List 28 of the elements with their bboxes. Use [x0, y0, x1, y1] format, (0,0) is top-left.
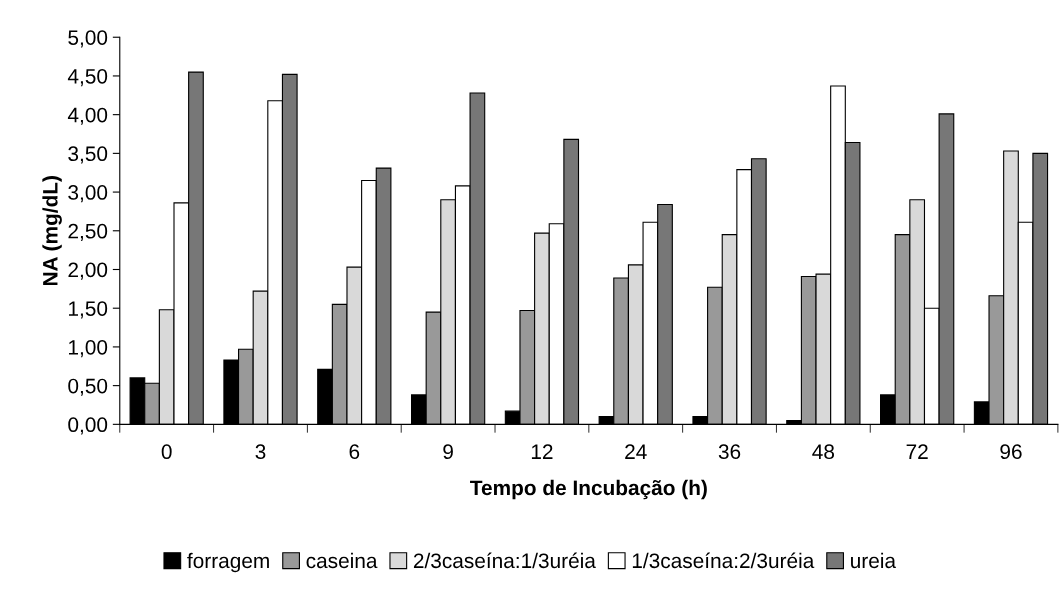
y-tick-label: 4,50	[67, 68, 108, 87]
y-tick-label: 1,50	[69, 301, 108, 319]
x-tick-label: 3	[255, 444, 266, 460]
legend-label: 2/3caseína:1/3uréia	[413, 552, 596, 569]
legend-label: caseina	[306, 552, 378, 569]
x-tick-label: 48	[812, 444, 835, 460]
x-tick-label: 72	[906, 444, 928, 459]
legend-label: 1/3caseína:2/3uréia	[632, 552, 815, 569]
x-tick-label: 36	[718, 444, 741, 460]
legend-label: ureia	[851, 552, 897, 569]
y-tick-label: 0,50	[68, 378, 108, 396]
x-tick-label: 9	[443, 444, 453, 460]
x-tick-label: 6	[349, 444, 360, 460]
y-tick-label: 3,50	[68, 146, 108, 164]
y-tick-label: 3,00	[68, 185, 108, 203]
y-tick-label: 4,00	[67, 107, 108, 125]
y-tick-label: 1,00	[69, 339, 108, 358]
x-tick-label: 24	[625, 444, 647, 459]
y-tick-label: 2,00	[68, 262, 108, 280]
y-axis-title: NA (mg/dL)	[42, 176, 62, 286]
x-tick-label: 0	[161, 444, 172, 460]
x-tick-label: 12	[531, 444, 553, 459]
x-tick-label: 96	[1000, 444, 1022, 460]
legend-label: forragem	[187, 552, 269, 573]
y-tick-label: 5,00	[68, 30, 108, 48]
x-axis-title: Tempo de Incubação (h)	[470, 479, 707, 500]
y-tick-label: 2,50	[68, 223, 108, 241]
y-tick-label: 0,00	[68, 417, 108, 435]
